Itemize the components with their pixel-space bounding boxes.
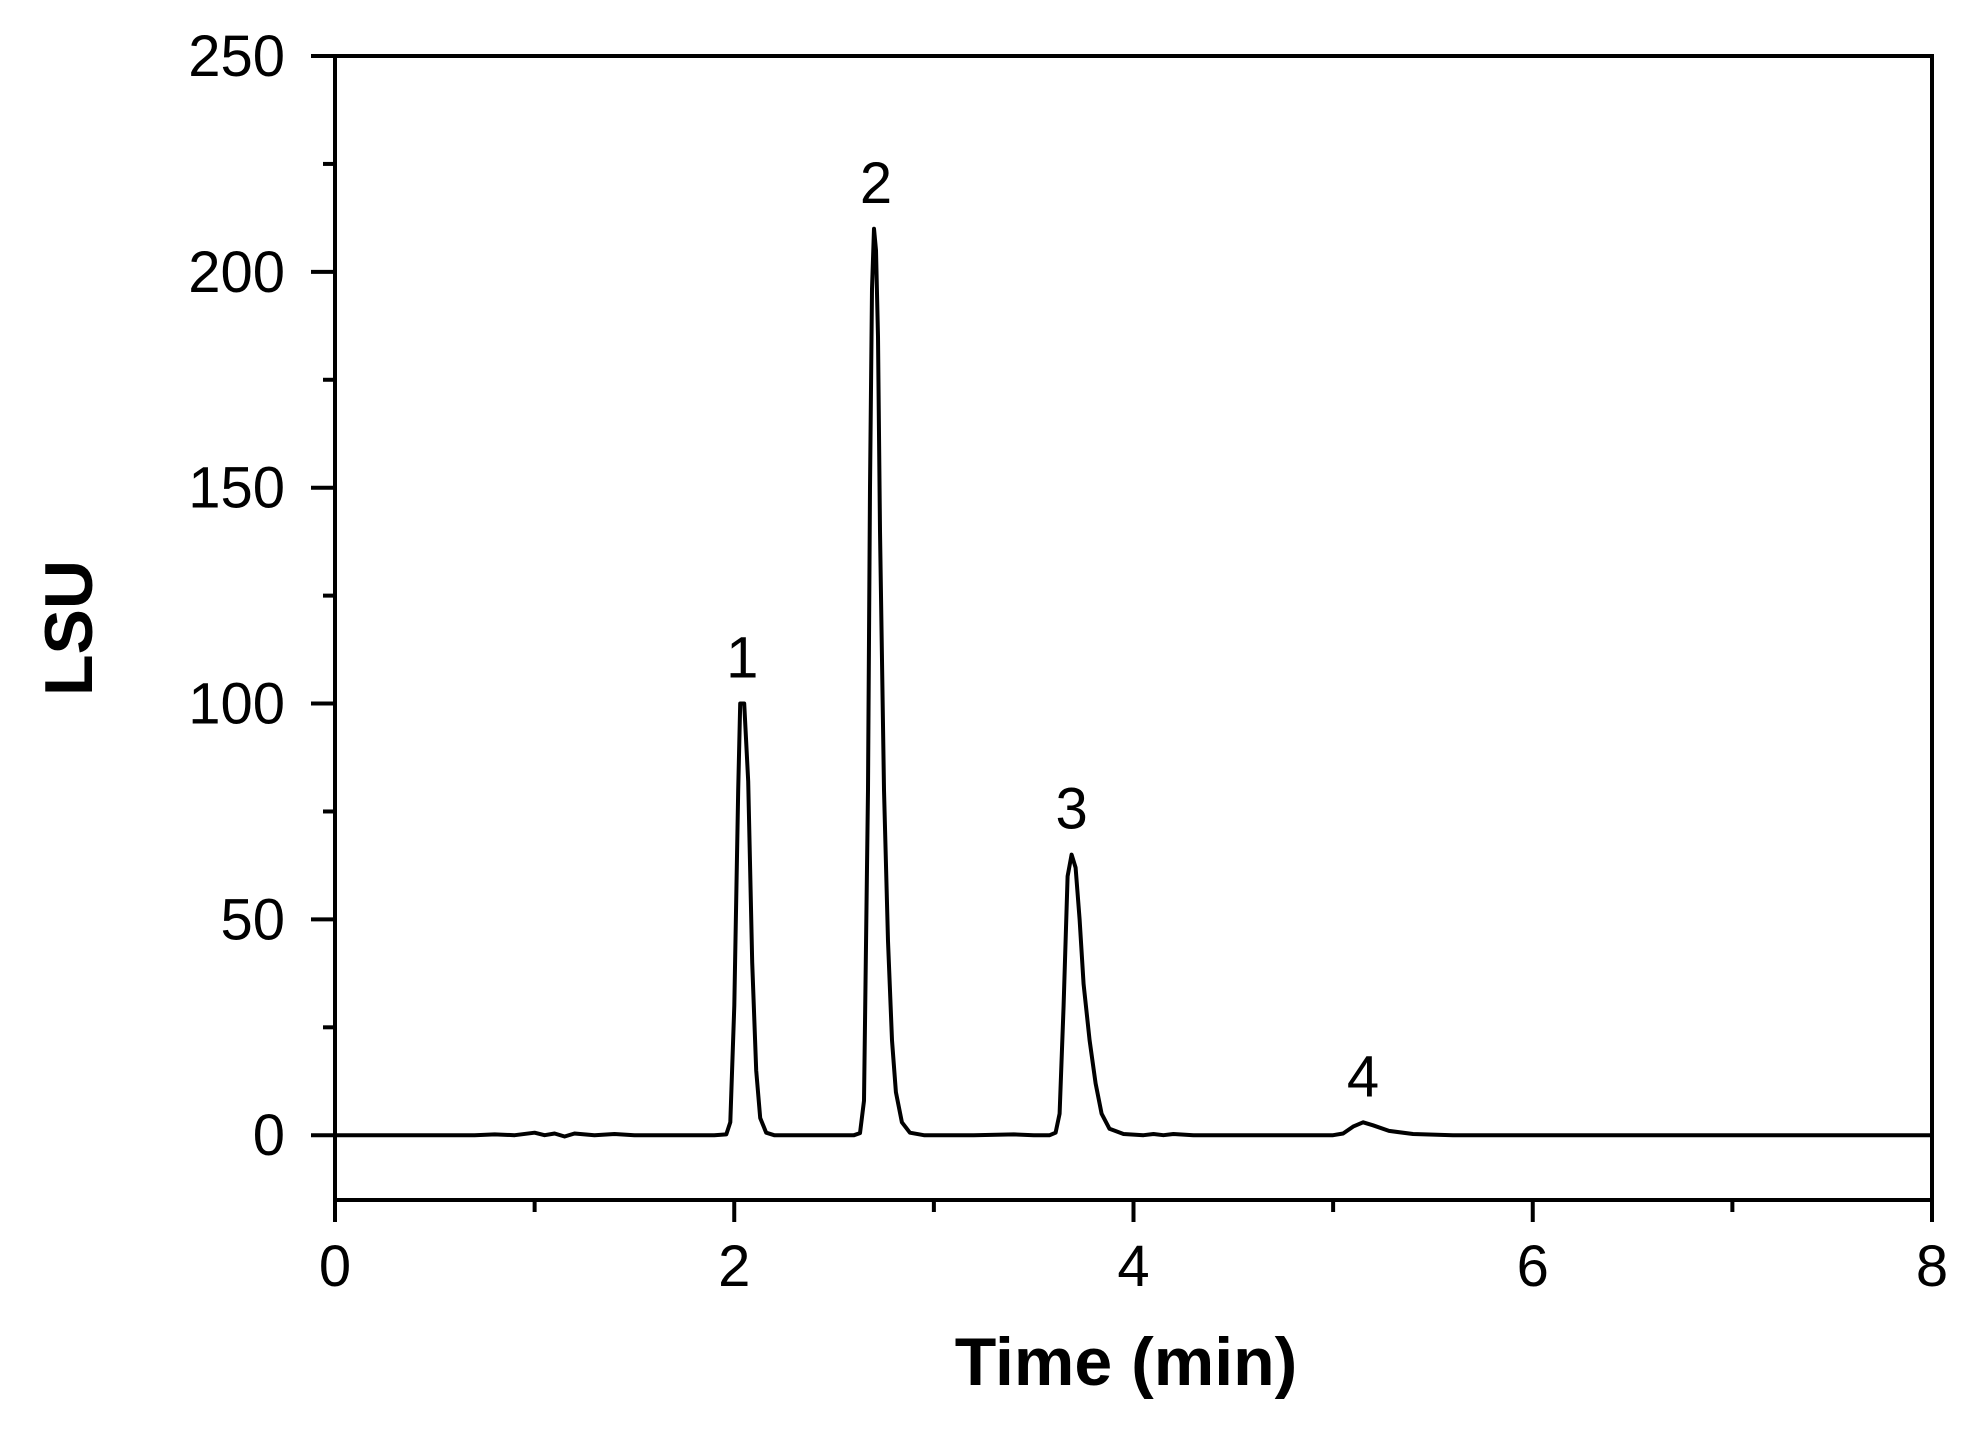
x-tick-label: 6 (1517, 1234, 1549, 1299)
axis-ticks (311, 54, 1934, 1222)
plot-frame-border (333, 54, 1934, 1202)
y-axis-title: LSU (31, 560, 107, 696)
series-layer (335, 226, 1932, 1139)
peak-label: 4 (1347, 1044, 1379, 1109)
peak-label: 1 (726, 626, 758, 691)
y-tick-label: 250 (188, 24, 285, 89)
y-tick-label: 0 (253, 1103, 285, 1168)
peak-annotations: 1 2 3 4 (726, 151, 1379, 1110)
y-tick-label: 50 (220, 887, 285, 952)
x-tick-label: 8 (1916, 1234, 1948, 1299)
peak-label: 3 (1055, 777, 1087, 842)
y-tick-label: 200 (188, 240, 285, 305)
x-axis-title: Time (min) (955, 1324, 1298, 1400)
y-tick-label: 150 (188, 456, 285, 521)
x-tick-label: 4 (1117, 1234, 1149, 1299)
y-tick-label: 100 (188, 672, 285, 737)
chromatogram-trace (335, 226, 1932, 1139)
peak-label: 2 (860, 151, 892, 216)
x-tick-label: 0 (319, 1234, 351, 1299)
plot-area (333, 54, 1934, 1202)
x-tick-label: 2 (718, 1234, 750, 1299)
axis-tick-labels: 0 2 4 6 8 0 50 100 150 200 250 (188, 24, 1948, 1299)
